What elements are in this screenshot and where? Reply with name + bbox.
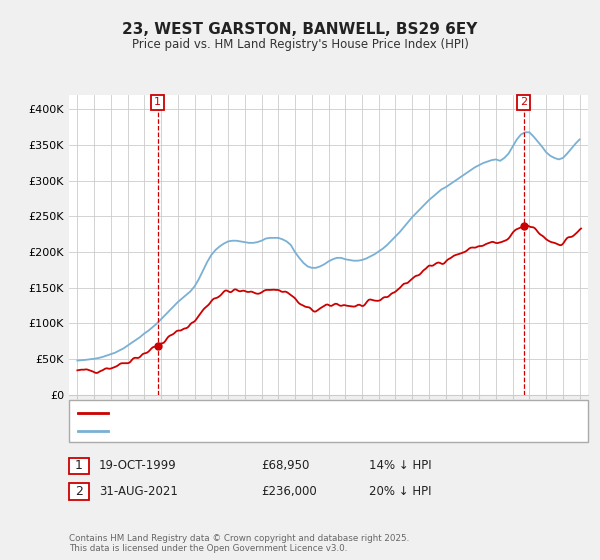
Text: 20% ↓ HPI: 20% ↓ HPI <box>369 484 431 498</box>
Text: 23, WEST GARSTON, BANWELL, BS29 6EY: 23, WEST GARSTON, BANWELL, BS29 6EY <box>122 22 478 38</box>
Text: 14% ↓ HPI: 14% ↓ HPI <box>369 459 431 473</box>
Text: 2: 2 <box>520 97 527 108</box>
Text: Contains HM Land Registry data © Crown copyright and database right 2025.
This d: Contains HM Land Registry data © Crown c… <box>69 534 409 553</box>
Text: 2: 2 <box>75 484 83 498</box>
Text: Price paid vs. HM Land Registry's House Price Index (HPI): Price paid vs. HM Land Registry's House … <box>131 38 469 51</box>
Text: £68,950: £68,950 <box>261 459 310 473</box>
Text: HPI: Average price, semi-detached house, North Somerset: HPI: Average price, semi-detached house,… <box>114 426 418 436</box>
Text: 31-AUG-2021: 31-AUG-2021 <box>99 484 178 498</box>
Text: 19-OCT-1999: 19-OCT-1999 <box>99 459 177 473</box>
Text: 1: 1 <box>154 97 161 108</box>
Text: £236,000: £236,000 <box>261 484 317 498</box>
Text: 23, WEST GARSTON, BANWELL, BS29 6EY (semi-detached house): 23, WEST GARSTON, BANWELL, BS29 6EY (sem… <box>114 408 455 418</box>
Text: 1: 1 <box>75 459 83 473</box>
